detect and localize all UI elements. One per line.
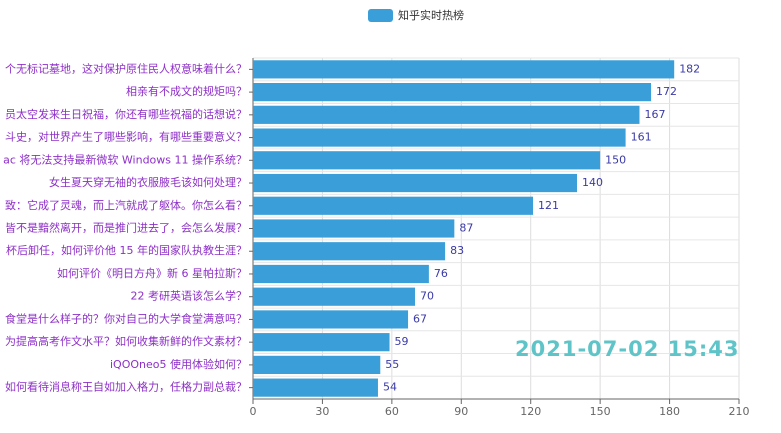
y-tick-label: iQOOneo5 使用体验如何？ (110, 357, 247, 371)
legend-swatch[interactable] (368, 9, 393, 22)
bar (253, 355, 381, 374)
x-tick-label: 30 (315, 405, 329, 418)
y-tick-label: 相亲有不成文的规矩吗？ (126, 84, 247, 98)
value-label: 76 (434, 267, 448, 280)
value-label: 87 (459, 222, 473, 235)
value-label: 70 (420, 290, 434, 303)
y-tick-label: 斗史，对世界产生了哪些影响，有哪些重要意义？ (5, 130, 247, 144)
bar (253, 378, 378, 397)
y-tick-label: 食堂是什么样子的？你对自己的大学食堂满意吗？ (5, 311, 247, 325)
x-tick-label: 120 (520, 405, 541, 418)
y-tick-label: 为提高高考作文水平？如何收集新鲜的作文素材？ (5, 334, 247, 348)
y-tick-label: 女生夏天穿无袖的衣服腋毛该如何处理？ (49, 175, 247, 189)
x-tick-label: 150 (590, 405, 611, 418)
timestamp: 2021-07-02 15:43 (515, 337, 739, 361)
x-tick-label: 180 (659, 405, 680, 418)
x-tick-label: 90 (454, 405, 468, 418)
bar (253, 242, 446, 261)
bar (253, 196, 534, 215)
value-label: 172 (656, 85, 677, 98)
bar (253, 264, 429, 284)
y-tick-label: 如何评价《明日方舟》新 6 星帕拉斯？ (57, 266, 247, 280)
value-label: 83 (450, 244, 464, 257)
value-label: 140 (582, 176, 603, 189)
value-label: 54 (383, 381, 397, 394)
value-label: 167 (644, 108, 665, 121)
bar (253, 173, 577, 193)
bar (253, 83, 652, 102)
y-tick-label: 皆不是黯然离开，而是推门进去了，会怎么发展？ (5, 221, 247, 235)
value-label: 150 (605, 153, 626, 166)
x-tick-label: 0 (250, 405, 257, 418)
bar (253, 128, 626, 147)
legend-label[interactable]: 知乎实时热榜 (398, 8, 464, 22)
value-label: 161 (631, 131, 652, 144)
value-label: 121 (538, 199, 559, 212)
value-label: 55 (385, 358, 399, 371)
y-tick-label: 如何看待消息称王自如加入格力，任格力副总裁？ (5, 380, 247, 394)
bar (253, 333, 390, 352)
value-label: 182 (679, 62, 700, 75)
y-tick-label: ac 将无法支持最新微软 Windows 11 操作系统？ (3, 152, 247, 166)
value-label: 67 (413, 312, 427, 325)
y-tick-label: 个无标记墓地，这对保护原住民人权意味着什么？ (5, 61, 247, 75)
bar (253, 219, 455, 238)
y-tick-label: 致：它成了灵魂，而上汽就成了躯体。你怎么看？ (5, 198, 247, 212)
bar (253, 287, 415, 306)
bar (253, 151, 601, 170)
y-tick-label: 22 考研英语该怎么学？ (131, 289, 248, 303)
value-label: 59 (395, 335, 409, 348)
x-tick-label: 60 (385, 405, 399, 418)
x-tick-label: 210 (729, 405, 750, 418)
y-tick-label: 杯后卸任，如何评价他 15 年的国家队执教生涯？ (6, 243, 247, 257)
bar (253, 310, 409, 329)
bar (253, 105, 640, 124)
y-tick-label: 员太空发来生日祝福，你还有哪些祝福的话想说？ (5, 107, 247, 121)
bar (253, 60, 675, 79)
